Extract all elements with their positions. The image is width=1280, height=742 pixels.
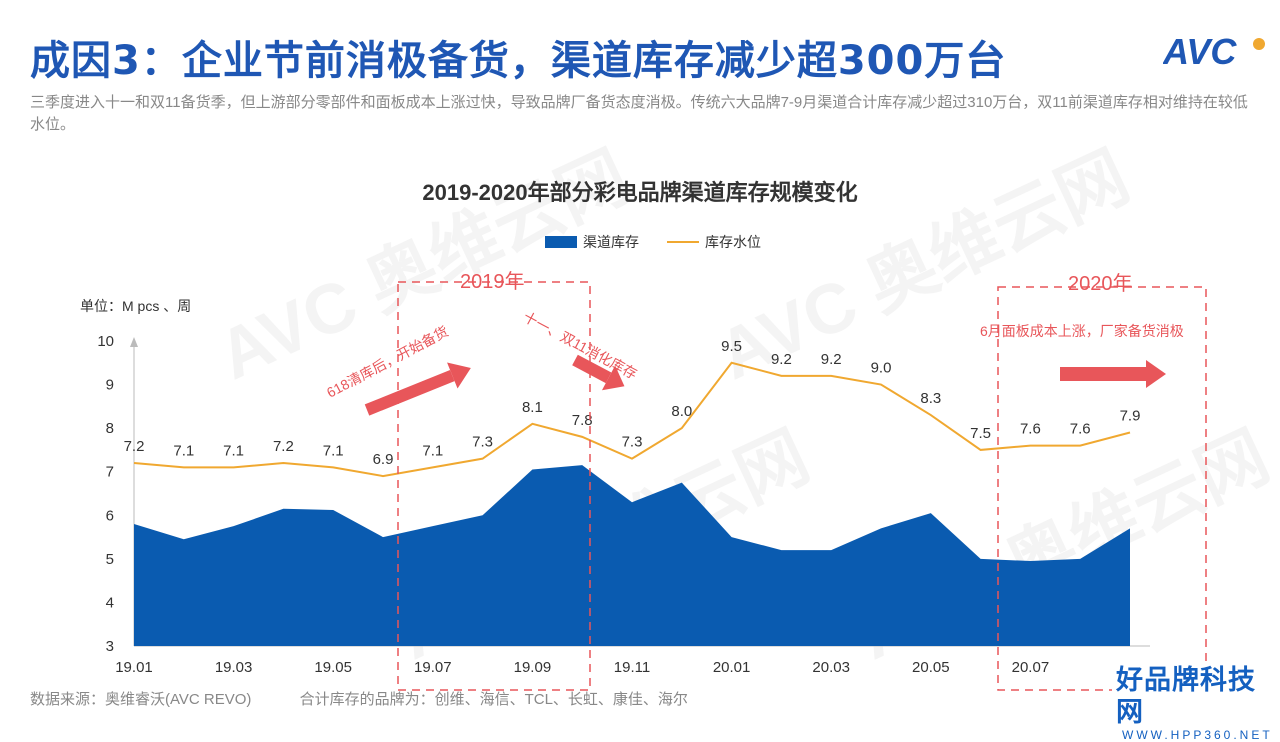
x-tick-label: 19.07 [414,659,452,676]
x-tick-label: 19.09 [514,659,552,676]
legend-swatch-area [545,236,577,248]
arrow-1111 [572,354,625,391]
footer-brands: 合计库存的品牌为：创维、海信、TCL、长虹、康佳、海尔 [299,691,688,708]
legend-item-line: 库存水位 [667,232,761,252]
data-label: 8.3 [920,390,941,407]
y-tick-label: 3 [106,638,114,655]
data-label: 7.1 [173,442,194,459]
y-tick-label: 6 [106,507,114,524]
chart-svg: 7.2 7.1 7.1 7.2 7.1 6.9 7.1 7.3 8.1 7.8 7.3 8.0 9.5 9… [97,270,1207,691]
x-tick-label: 19.05 [314,659,352,676]
avc-logo: AVC [1163,31,1265,72]
x-tick-labels: 19.01 19.03 19.05 19.07 19.09 19.11 20.01 20.03… [115,659,1049,676]
logo-text: AVC [1163,31,1237,72]
x-tick-label: 20.07 [1012,659,1050,676]
legend-item-area: 渠道库存 [545,232,639,252]
data-label: 9.5 [721,338,742,355]
line-series [133,361,1131,478]
data-label: 7.1 [223,442,244,459]
page-title: 成因3：企业节前消极备货，渠道库存减少超300万台 [30,38,1007,84]
data-label: 7.1 [323,442,344,459]
data-label: 7.3 [622,434,643,451]
data-label: 6.9 [373,451,394,468]
hpp-badge: 好品牌科技网 WWW.HPP360.NET [1112,664,1280,742]
note-2020: 6月面板成本上涨，厂家备货消极 [980,323,1184,339]
arrow-2020 [1060,360,1166,388]
x-tick-label: 20.05 [912,659,950,676]
y-tick-label: 4 [106,594,114,611]
box-2019-label: 2019年 [460,270,525,293]
data-label: 7.2 [273,438,294,455]
data-label: 9.2 [771,351,792,368]
data-label: 7.6 [1020,421,1041,438]
unit-label: 单位：M pcs 、周 [80,298,192,314]
legend-label-area: 渠道库存 [583,234,639,250]
data-label: 7.8 [572,412,593,429]
hpp-badge-url: WWW.HPP360.NET [1122,728,1273,742]
data-label: 7.9 [1120,408,1141,425]
y-tick-labels: 3 4 5 6 7 8 9 10 [97,333,114,655]
box-2020-label: 2020年 [1068,272,1133,295]
x-tick-label: 19.03 [215,659,253,676]
data-label: 8.0 [671,403,692,420]
data-label: 7.6 [1070,421,1091,438]
x-tick-label: 19.01 [115,659,153,676]
data-label: 7.3 [472,434,493,451]
data-label: 9.0 [871,360,892,377]
subtitle: 三季度进入十一和双11备货季，但上游部分零部件和面板成本上涨过快，导致品牌厂备货… [30,94,1248,133]
box-2020 [997,286,1207,691]
y-tick-label: 9 [106,377,114,394]
y-tick-label: 10 [97,333,114,350]
legend: 渠道库存 库存水位 [545,232,761,252]
y-tick-label: 7 [106,464,114,481]
x-tick-label: 19.11 [614,659,650,676]
hpp-badge-main: 好品牌科技网 [1116,665,1256,727]
footer: 数据来源：奥维睿沃(AVC REVO) 合计库存的品牌为：创维、海信、TCL、长… [30,688,732,709]
data-label: 7.5 [970,425,991,442]
arrow-618 [364,362,471,416]
x-tick-label: 20.01 [713,659,751,676]
y-tick-label: 5 [106,551,114,568]
box-2019 [397,281,591,691]
area-series [134,465,1130,646]
y-tick-label: 8 [106,420,114,437]
legend-swatch-line [667,241,699,243]
data-label: 7.1 [422,442,443,459]
footer-source: 数据来源：奥维睿沃(AVC REVO) [30,691,252,708]
data-label: 7.2 [124,438,145,455]
y-axis-arrow [130,337,138,347]
data-label: 9.2 [821,351,842,368]
x-tick-label: 20.03 [812,659,850,676]
data-label: 8.1 [522,399,543,416]
legend-label-line: 库存水位 [705,234,761,250]
chart-title: 2019-2020年部分彩电品牌渠道库存规模变化 [422,180,858,205]
data-labels: 7.2 7.1 7.1 7.2 7.1 6.9 7.1 7.3 8.1 7.8 7.3 8.0 9.5 9… [124,338,1141,468]
note-1111: 十一、双11消化库存 [521,309,640,383]
